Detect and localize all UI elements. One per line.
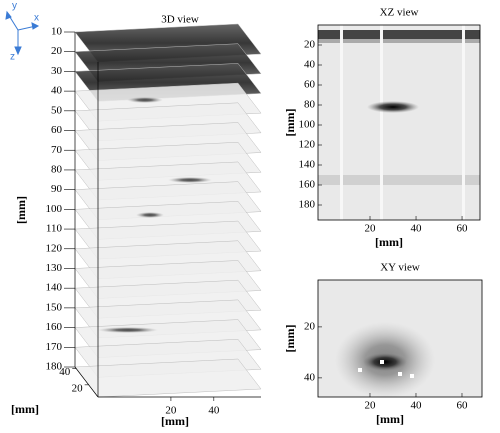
y-tick-label: 180 bbox=[299, 199, 316, 211]
z-tick-label: 170 bbox=[46, 341, 63, 353]
icon-arrow bbox=[31, 22, 40, 30]
echo bbox=[168, 177, 212, 183]
y-tick-label: 20 bbox=[72, 382, 84, 394]
y-tick-label: 80 bbox=[304, 99, 316, 111]
echo bbox=[136, 212, 164, 218]
z-tick-label: 100 bbox=[46, 203, 63, 215]
speckle bbox=[358, 368, 362, 372]
view-xy: XY view 20 40 60 20 40 [mm] [mm] bbox=[283, 262, 483, 426]
x-tick-label: 20 bbox=[365, 223, 377, 235]
speckle bbox=[398, 372, 402, 376]
z-tick-label: 10 bbox=[51, 26, 63, 38]
icon-label: x bbox=[34, 13, 39, 24]
streak bbox=[340, 25, 343, 220]
y-tick-label: 40 bbox=[304, 371, 316, 383]
x-axis-label: [mm] bbox=[161, 414, 189, 428]
band bbox=[318, 30, 480, 39]
streak bbox=[462, 25, 465, 220]
icon-label: y bbox=[12, 1, 17, 12]
frame bbox=[317, 24, 481, 221]
axis-line bbox=[74, 366, 99, 398]
y-axis-label: [mm] bbox=[11, 402, 39, 416]
axis-icon bbox=[5, 10, 40, 56]
y-tick-label: 20 bbox=[304, 39, 316, 51]
z-tick-label: 160 bbox=[46, 321, 63, 333]
z-tick-label: 90 bbox=[51, 183, 63, 195]
x-tick-label: 60 bbox=[456, 400, 468, 412]
y-tick-label: 40 bbox=[59, 366, 71, 378]
y-tick-label: 20 bbox=[304, 320, 316, 332]
z-tick-label: 150 bbox=[46, 301, 63, 313]
echo bbox=[98, 327, 158, 333]
z-tick-label: 110 bbox=[46, 223, 63, 235]
echo bbox=[367, 101, 419, 113]
y-axis-label: [mm] bbox=[283, 109, 297, 137]
z-axis-label: [mm] bbox=[14, 196, 28, 224]
z-tick-label: 20 bbox=[51, 45, 63, 57]
z-tick-label: 40 bbox=[51, 85, 63, 97]
speckle bbox=[410, 374, 414, 378]
z-tick-label: 180 bbox=[46, 361, 63, 373]
y-tick-label: 120 bbox=[299, 139, 316, 151]
image-bg bbox=[318, 25, 480, 220]
y-tick-label: 140 bbox=[299, 159, 316, 171]
z-tick-label: 30 bbox=[51, 65, 63, 77]
icon-arrow bbox=[14, 46, 22, 56]
z-tick-label: 70 bbox=[51, 144, 63, 156]
y-tick-label: 40 bbox=[304, 59, 316, 71]
frame bbox=[317, 279, 483, 398]
echo bbox=[127, 97, 163, 103]
icon-arrow bbox=[5, 10, 12, 20]
band bbox=[318, 175, 480, 185]
z-tick-label: 80 bbox=[51, 163, 63, 175]
y-axis-label: [mm] bbox=[283, 325, 297, 353]
panel-title: 3D view bbox=[161, 14, 199, 26]
y-tick-label: 100 bbox=[299, 119, 316, 131]
z-tick-label: 140 bbox=[46, 282, 63, 294]
panel-title: XY view bbox=[380, 262, 420, 274]
x-tick-label: 40 bbox=[411, 223, 423, 235]
view-3d: 3D view 10 20 30 40 50 60 70 80 90 100 110 120 130 140… bbox=[11, 14, 262, 428]
x-axis-label: [mm] bbox=[375, 235, 403, 249]
band bbox=[318, 39, 480, 43]
x-tick-label: 40 bbox=[410, 400, 422, 412]
icon-label: z bbox=[10, 52, 15, 63]
y-tick-label: 160 bbox=[299, 179, 316, 191]
streak bbox=[380, 25, 383, 220]
z-tick-label: 60 bbox=[51, 124, 63, 136]
view-xz: XZ view 20 40 60 20 40 60 80 100 120 140 160 180 [mm]… bbox=[283, 7, 481, 249]
x-tick-label: 40 bbox=[208, 405, 220, 417]
speckle bbox=[380, 360, 384, 364]
echo bbox=[363, 353, 407, 371]
z-tick-label: 130 bbox=[46, 262, 63, 274]
z-tick-label: 120 bbox=[46, 242, 63, 254]
y-tick-label: 60 bbox=[304, 79, 316, 91]
panel-title: XZ view bbox=[380, 7, 419, 19]
x-tick-label: 20 bbox=[364, 400, 376, 412]
x-tick-label: 20 bbox=[165, 405, 177, 417]
x-tick-label: 60 bbox=[457, 223, 469, 235]
z-tick-label: 50 bbox=[51, 104, 63, 116]
x-axis-label: [mm] bbox=[376, 412, 404, 426]
